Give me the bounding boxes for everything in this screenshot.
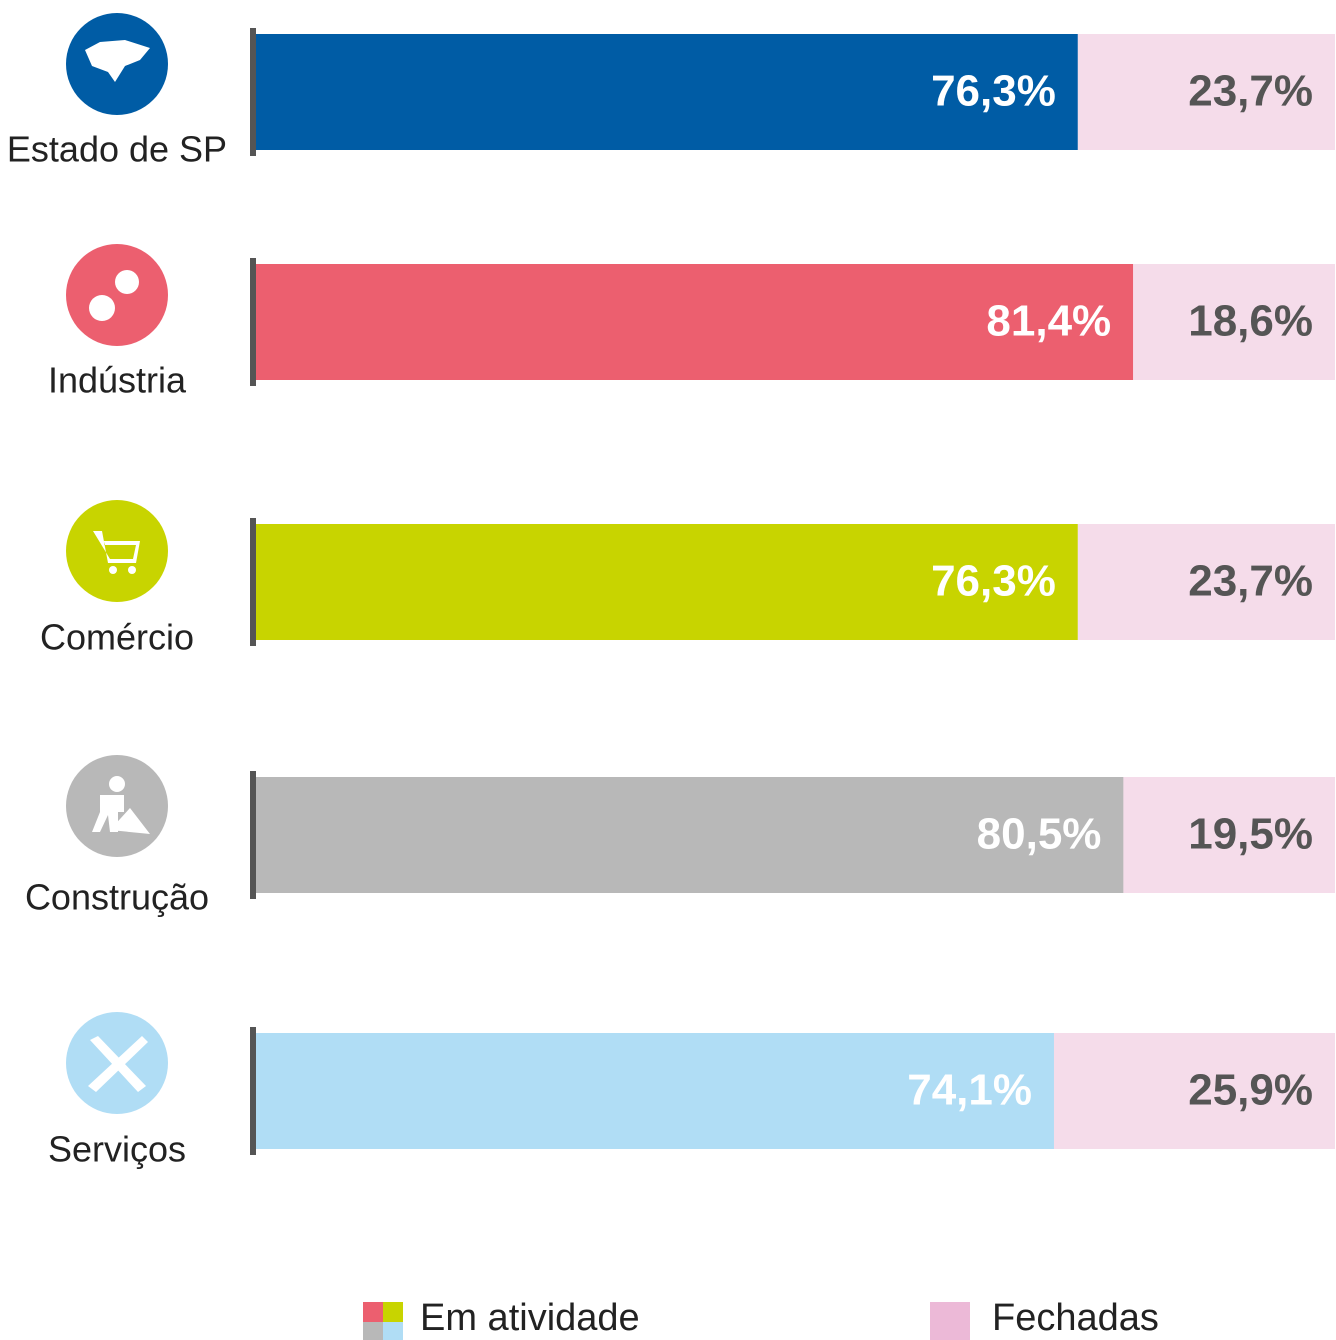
bar-segment xyxy=(1077,34,1335,150)
category-icon xyxy=(66,244,168,346)
icon-glyph xyxy=(128,566,136,574)
category-label: Serviços xyxy=(48,1129,186,1170)
bar-segment xyxy=(250,34,1078,150)
legend-label: Fechadas xyxy=(992,1297,1159,1339)
bar-segment xyxy=(250,264,1134,380)
value-label: 25,9% xyxy=(1188,1066,1313,1115)
icon-glyph xyxy=(109,566,117,574)
value-label: 76,3% xyxy=(931,67,1056,116)
legend-label: Em atividade xyxy=(420,1297,640,1339)
icon-glyph xyxy=(93,531,140,563)
legend-swatch xyxy=(930,1302,970,1340)
legend-swatch xyxy=(363,1322,383,1340)
icon-glyph xyxy=(92,795,150,834)
category-label: Construção xyxy=(25,877,209,918)
value-label: 81,4% xyxy=(986,297,1111,346)
icon-glyph xyxy=(115,270,139,294)
value-label: 23,7% xyxy=(1188,67,1313,116)
value-label: 19,5% xyxy=(1188,810,1313,859)
value-label: 74,1% xyxy=(907,1066,1032,1115)
value-label: 23,7% xyxy=(1188,557,1313,606)
legend-swatch xyxy=(383,1302,403,1322)
category-label: Indústria xyxy=(48,360,187,401)
icon-glyph xyxy=(85,40,150,82)
icons xyxy=(66,13,168,1114)
bar-segment xyxy=(1133,264,1335,380)
bar-segment xyxy=(1123,777,1335,893)
category-label: Comércio xyxy=(40,617,194,658)
legend-swatch xyxy=(363,1302,383,1322)
value-label: 80,5% xyxy=(977,810,1102,859)
icon-glyph xyxy=(88,1036,148,1092)
category-icon xyxy=(66,500,168,602)
icon-glyph xyxy=(89,295,115,321)
icon-glyph xyxy=(109,776,125,792)
bar-segment xyxy=(1053,1033,1335,1149)
bar-segment xyxy=(1077,524,1335,640)
value-label: 76,3% xyxy=(931,557,1056,606)
legend-swatch xyxy=(383,1322,403,1340)
bar-segment xyxy=(250,777,1124,893)
bar-segment xyxy=(250,1033,1054,1149)
value-label: 18,6% xyxy=(1188,297,1313,346)
category-label: Estado de SP xyxy=(7,129,227,170)
bar-segment xyxy=(250,524,1078,640)
